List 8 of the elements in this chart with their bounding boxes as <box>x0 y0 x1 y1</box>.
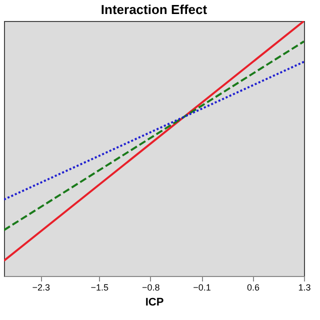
x-tick-label: −0.8 <box>142 282 160 292</box>
chart-title: Interaction Effect <box>100 2 208 17</box>
x-axis-title: ICP <box>145 296 164 308</box>
x-tick-label: −0.1 <box>193 282 211 292</box>
x-tick-label: 1.3 <box>298 282 311 292</box>
x-tick-label: −2.3 <box>32 282 50 292</box>
x-tick-label: 0.6 <box>247 282 260 292</box>
x-tick-label: −1.5 <box>90 282 109 292</box>
